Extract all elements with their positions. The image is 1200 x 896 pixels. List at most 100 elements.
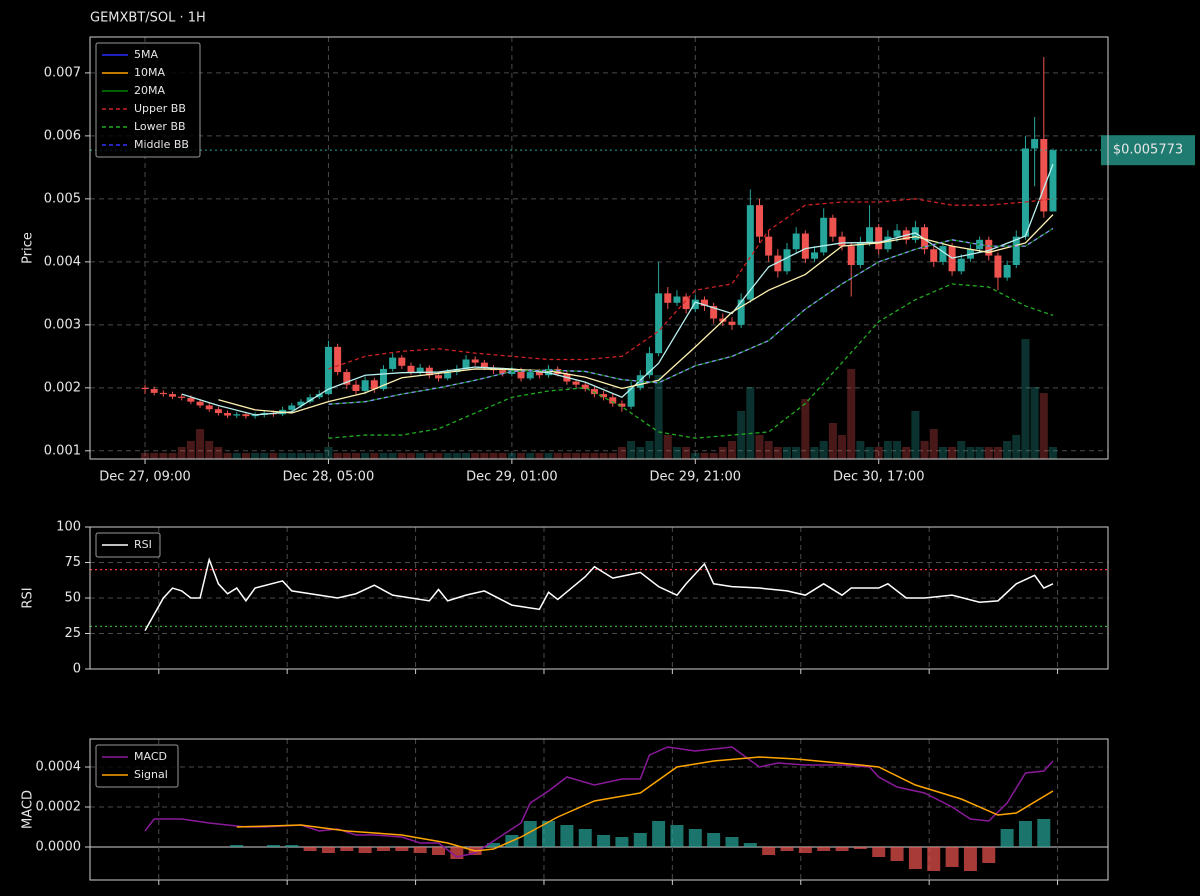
histogram-bar bbox=[523, 821, 537, 847]
histogram-bar bbox=[743, 843, 757, 847]
volume-bar bbox=[792, 447, 801, 459]
candle-body bbox=[618, 403, 626, 407]
volume-bar bbox=[608, 453, 617, 459]
volume-bar bbox=[874, 447, 883, 459]
volume-bar bbox=[397, 453, 406, 459]
legend-label: Middle BB bbox=[134, 138, 189, 151]
volume-bar bbox=[599, 453, 608, 459]
histogram-bar bbox=[982, 847, 996, 863]
histogram-bar bbox=[945, 847, 959, 867]
volume-bar bbox=[186, 441, 195, 459]
candle-body bbox=[499, 370, 507, 374]
y-tick-label: 100 bbox=[56, 520, 81, 535]
volume-bar bbox=[627, 441, 636, 459]
volume-bar bbox=[296, 453, 305, 459]
volume-bar bbox=[1021, 339, 1030, 459]
histogram-bar bbox=[432, 847, 446, 855]
candle-body bbox=[435, 375, 443, 379]
volume-bar bbox=[342, 453, 351, 459]
candle-body bbox=[425, 367, 433, 376]
volume-bar bbox=[388, 453, 397, 459]
volume-bar bbox=[517, 453, 526, 459]
candle-body bbox=[178, 396, 186, 398]
y-tick-label: 0.007 bbox=[44, 65, 81, 80]
histogram-bar bbox=[762, 847, 776, 855]
volume-bar bbox=[838, 435, 847, 459]
candle-body bbox=[471, 359, 479, 363]
candle-body bbox=[1049, 150, 1057, 212]
volume-bar bbox=[241, 453, 250, 459]
volume-bar bbox=[351, 453, 360, 459]
candle-body bbox=[187, 397, 195, 402]
volume-bar bbox=[1048, 447, 1057, 459]
plot-frame bbox=[89, 738, 1109, 881]
candle-body bbox=[939, 246, 947, 262]
histogram-bar bbox=[578, 829, 592, 847]
legend-box bbox=[95, 744, 179, 788]
candle-body bbox=[710, 305, 718, 319]
series-line bbox=[218, 214, 1054, 414]
volume-bar bbox=[682, 447, 691, 459]
histogram-bar bbox=[853, 847, 867, 849]
histogram-bar bbox=[1037, 819, 1051, 847]
plot-frame bbox=[89, 36, 1109, 460]
candle-body bbox=[829, 217, 837, 237]
volume-bar bbox=[1003, 441, 1012, 459]
candle-body bbox=[1021, 148, 1029, 237]
candle-body bbox=[682, 296, 690, 310]
histogram-bar bbox=[358, 847, 372, 853]
histogram-bar bbox=[560, 825, 574, 847]
volume-bar bbox=[948, 447, 957, 459]
candle-body bbox=[783, 249, 791, 272]
candle-body bbox=[875, 227, 883, 250]
histogram-bar bbox=[285, 845, 299, 847]
volume-bar bbox=[141, 453, 150, 459]
candle-body bbox=[994, 255, 1002, 278]
volume-bar bbox=[691, 453, 700, 459]
volume-bar bbox=[562, 453, 571, 459]
volume-bar bbox=[746, 387, 755, 459]
volume-bar bbox=[526, 453, 535, 459]
candle-body bbox=[407, 365, 415, 373]
candle-body bbox=[838, 236, 846, 247]
candle-body bbox=[334, 346, 342, 373]
candle-body bbox=[480, 362, 488, 368]
volume-bar bbox=[434, 453, 443, 459]
volume-bar bbox=[315, 453, 324, 459]
series-line bbox=[328, 227, 1054, 405]
candle-body bbox=[572, 381, 580, 385]
histogram-bar bbox=[376, 847, 390, 851]
y-tick-label: 75 bbox=[64, 555, 81, 570]
candle-body bbox=[554, 368, 562, 374]
volume-bar bbox=[324, 447, 333, 459]
y-tick-label: 50 bbox=[64, 591, 81, 606]
volume-bar bbox=[645, 441, 654, 459]
candle-body bbox=[600, 394, 608, 398]
volume-bar bbox=[452, 453, 461, 459]
candle-body bbox=[297, 401, 305, 406]
volume-bar bbox=[929, 429, 938, 459]
series-line bbox=[144, 557, 1054, 632]
volume-bar bbox=[232, 453, 241, 459]
candle-body bbox=[1040, 139, 1048, 212]
candle-body bbox=[398, 357, 406, 366]
candle-body bbox=[792, 233, 800, 250]
candle-body bbox=[370, 380, 378, 390]
legend-label: MACD bbox=[134, 750, 167, 763]
volume-bar bbox=[966, 447, 975, 459]
candle-body bbox=[655, 293, 663, 354]
last-price-label: $0.005773 bbox=[1113, 143, 1183, 158]
candle-body bbox=[224, 413, 232, 416]
volume-bar bbox=[425, 453, 434, 459]
volume-bar bbox=[489, 453, 498, 459]
histogram-bar bbox=[908, 847, 922, 869]
candle-body bbox=[691, 299, 699, 310]
y-tick-label: 0.0000 bbox=[36, 840, 82, 855]
candle-body bbox=[774, 255, 782, 272]
x-tick-label: Dec 29, 21:00 bbox=[650, 470, 742, 485]
candle-body bbox=[930, 249, 938, 262]
histogram-bar bbox=[707, 833, 721, 847]
y-tick-label: 0.0002 bbox=[36, 800, 82, 815]
volume-bar bbox=[278, 453, 287, 459]
